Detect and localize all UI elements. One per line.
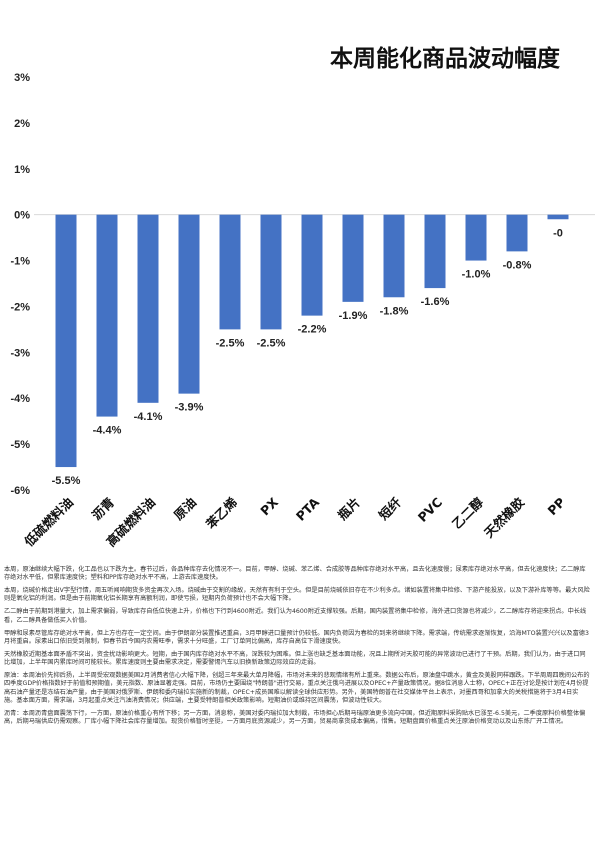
data-label: -1.6% [421, 296, 450, 308]
chart-area: 本周能化商品波动幅度 3% 2% 1% 0% -1% -2% -3% -4% -5% -6% -5… [0, 30, 595, 575]
chart-title: 本周能化商品波动幅度 [330, 45, 561, 72]
x-tick-label: 沥青 [89, 494, 118, 523]
x-tick-label: PP [545, 495, 569, 519]
note-natural-rubber: 天然橡胶近期基本面矛盾不突出，资金扰动影响更大。短期，由于国内库存绝对水平不高，… [4, 650, 586, 667]
y-tick-label: 1% [14, 164, 30, 176]
y-tick-label: -6% [10, 485, 30, 497]
bar [547, 214, 569, 220]
x-tick-label: 乙二醇 [449, 494, 486, 531]
commentary: 本周，原油继续大幅下跌，化工品也以下跌为主。春节过后，各品种库存去化情况不一。目… [4, 566, 590, 731]
data-label: -4.1% [134, 411, 163, 423]
bar [55, 214, 77, 468]
data-label: -1.9% [339, 310, 368, 322]
y-axis: 3% 2% 1% 0% -1% -2% -3% -4% -5% -6% [10, 72, 30, 497]
x-tick-label: 短纤 [376, 494, 405, 523]
y-tick-label: 3% [14, 72, 30, 84]
x-tick-label: 苯乙烯 [202, 494, 240, 532]
note-methanol-urea: 甲醇和尿素尽管库存绝对水平高，但上方也存在一定空间。由于伊朗部分装置推迟重启，3… [4, 629, 589, 645]
data-label: -2.5% [216, 337, 245, 349]
data-label: -4.4% [93, 425, 122, 437]
data-label: -5.5% [52, 475, 81, 487]
x-tick-label: 低硫燃料油 [21, 495, 77, 551]
y-tick-label: -5% [10, 439, 30, 451]
bar [465, 214, 487, 261]
data-label: -2.5% [257, 337, 286, 349]
x-tick-label: 瓶片 [335, 495, 363, 523]
bar-chart: 本周能化商品波动幅度 3% 2% 1% 0% -1% -2% -3% -4% -5% -6% -5… [10, 45, 595, 550]
bar [219, 214, 241, 330]
x-tick-label: PX [257, 494, 281, 518]
bar [342, 214, 364, 302]
bar [301, 214, 323, 316]
x-tick-label: 原油 [171, 495, 199, 523]
data-label: -1.0% [462, 269, 491, 281]
x-tick-label: 天然橡胶 [481, 494, 527, 540]
bar [137, 214, 159, 403]
note-crude-oil: 原油：本周油价先抑后扬，上半周受宏观数据美国2月消费者信心大幅下降，创超三年来最… [4, 671, 590, 704]
y-tick-label: -3% [10, 347, 30, 359]
data-label: -0 [553, 227, 563, 239]
note-summary: 本周，原油继续大幅下跌，化工品也以下跌为主。春节过后，各品种库存去化情况不一。目… [4, 566, 586, 582]
bar [506, 214, 528, 252]
note-ethylene-glycol: 乙二醇由于前期到港量大，加上需求偏弱，导致库存自低位快速上升，价格也下行到460… [4, 608, 587, 624]
data-label: -1.8% [380, 305, 409, 317]
bar [260, 214, 282, 330]
y-tick-label: -2% [10, 301, 30, 313]
data-label: -3.9% [175, 402, 204, 414]
note-asphalt: 沥青：本周沥青盘面震荡下行，一方面，原油价格重心有所下移；另一方面，消息称，美国… [4, 709, 586, 726]
y-tick-label: 0% [14, 210, 30, 222]
y-tick-label: -1% [10, 256, 30, 268]
x-tick-label: PTA [293, 494, 322, 523]
y-tick-label: -4% [10, 393, 30, 405]
bar [424, 214, 446, 289]
data-label: -0.8% [503, 259, 532, 271]
x-tick-label: PVC [415, 495, 445, 525]
data-label: -2.2% [298, 324, 327, 336]
y-tick-label: 2% [14, 118, 30, 130]
note-caustic-soda: 本周，烧碱价格走出V字型行情，周五听闻响期货多资金再次入场。烧碱由于交割的缘故，… [4, 587, 590, 603]
bar [96, 214, 118, 417]
bar [383, 214, 405, 298]
bar-series: -5.5% -4.4% -4.1% -3.9% -2.5% -2.5% -2.2% -1.9%… [52, 214, 569, 487]
bar [178, 214, 200, 394]
